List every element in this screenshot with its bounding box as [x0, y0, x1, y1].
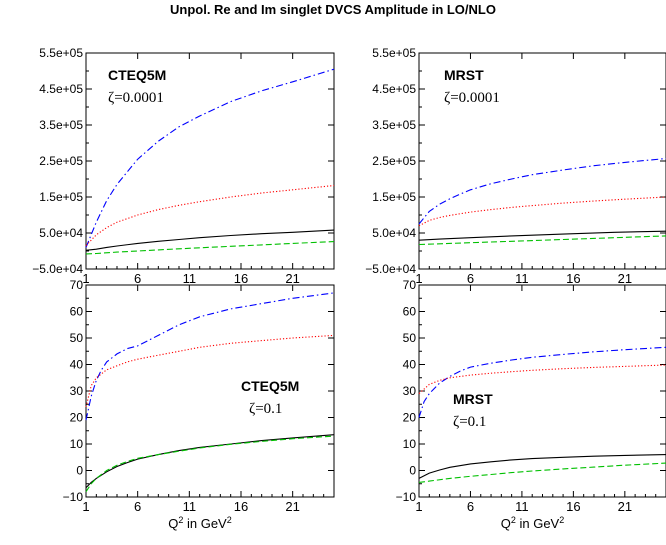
y-tick-label: 1.5e+05	[39, 190, 83, 204]
y-tick-label: 5.0e+04	[39, 226, 83, 240]
y-tick-label: 40	[70, 358, 84, 372]
y-tick-label: 0	[76, 464, 83, 478]
x-axis-label: Q2 in GeV2	[168, 515, 232, 531]
x-tick-label: 6	[467, 499, 474, 514]
y-tick-label: 5.5e+05	[39, 46, 83, 60]
y-tick-label: 10	[403, 437, 417, 451]
x-tick-label: 1	[82, 499, 89, 514]
y-tick-label: 0	[409, 464, 416, 478]
series-line-green	[418, 235, 666, 246]
x-tick-label: 6	[467, 271, 474, 286]
x-tick-label: 16	[566, 499, 580, 514]
y-tick-label: 2.5e+05	[39, 154, 83, 168]
y-tick-label: 1.5e+05	[372, 190, 416, 204]
x-tick-label: 16	[234, 271, 248, 286]
x-tick-label: 21	[618, 499, 632, 514]
y-tick-label: 20	[70, 411, 84, 425]
zeta-label: ζ=0.0001	[108, 90, 164, 106]
y-tick-label: 3.5e+05	[372, 118, 416, 132]
x-tick-label: 1	[415, 271, 422, 286]
series-line-black	[418, 454, 666, 479]
x-tick-label: 11	[183, 499, 197, 514]
figure-title: Unpol. Re and Im singlet DVCS Amplitude …	[170, 2, 496, 17]
series-line-blue	[418, 346, 666, 418]
series-line-black	[85, 229, 335, 251]
pdf-label: MRST	[453, 391, 493, 407]
zeta-label: ζ=0.0001	[444, 90, 500, 106]
chart-panel-top-left: −5.0e+04 5.0e+04 1.5e+05 2.5e+05 3.5e+05 4.5e…	[32, 46, 335, 286]
x-tick-label: 21	[285, 499, 299, 514]
x-tick-label: 1	[82, 271, 89, 286]
y-tick-label: 10	[70, 437, 84, 451]
y-tick-label: 3.5e+05	[39, 118, 83, 132]
x-tick-label: 16	[566, 271, 580, 286]
x-tick-label: 21	[285, 271, 299, 286]
series-line-red	[418, 364, 666, 395]
y-tick-label: 60	[70, 305, 84, 319]
y-tick-label: 30	[70, 384, 84, 398]
pdf-label: CTEQ5M	[108, 67, 166, 83]
series-line-black	[85, 434, 335, 489]
x-tick-label: 11	[183, 271, 197, 286]
series-line-blue	[85, 292, 335, 421]
y-tick-label: 5.0e+04	[372, 226, 416, 240]
x-tick-label: 11	[515, 499, 529, 514]
x-tick-label: 1	[415, 499, 422, 514]
x-tick-label: 16	[234, 499, 248, 514]
series-line-red	[85, 334, 335, 408]
y-tick-label: 30	[403, 384, 417, 398]
series-line-green	[418, 462, 666, 483]
y-tick-label: 70	[70, 278, 84, 292]
y-tick-label: −5.0e+04	[365, 262, 416, 276]
series-line-black	[418, 230, 666, 241]
series-line-blue	[85, 68, 335, 248]
y-tick-label: 4.5e+05	[39, 82, 83, 96]
y-tick-label: 5.5e+05	[372, 46, 416, 60]
y-tick-label: 50	[70, 331, 84, 345]
y-tick-label: −10	[63, 490, 84, 504]
y-tick-label: 2.5e+05	[372, 154, 416, 168]
x-tick-label: 21	[618, 271, 632, 286]
series-line-blue	[418, 157, 666, 225]
y-tick-label: 60	[403, 305, 417, 319]
series-line-green	[85, 241, 335, 255]
x-tick-label: 6	[134, 271, 141, 286]
pdf-label: MRST	[444, 67, 484, 83]
y-tick-label: 70	[403, 278, 417, 292]
zeta-label: ζ=0.1	[453, 414, 486, 430]
series-line-green	[85, 435, 335, 493]
plot-frame	[418, 52, 666, 270]
y-tick-label: 4.5e+05	[372, 82, 416, 96]
x-tick-label: 11	[515, 271, 529, 286]
x-axis-label: Q2 in GeV2	[501, 515, 565, 531]
y-tick-label: 40	[403, 358, 417, 372]
series-line-red	[418, 196, 666, 227]
zeta-label: ζ=0.1	[249, 401, 282, 417]
y-tick-label: −5.0e+04	[32, 262, 83, 276]
pdf-label: CTEQ5M	[241, 378, 299, 394]
y-tick-label: −10	[396, 490, 417, 504]
y-tick-label: 50	[403, 331, 417, 345]
y-tick-label: 20	[403, 411, 417, 425]
chart-panel-top-right: −5.0e+04 5.0e+04 1.5e+05 2.5e+05 3.5e+05 4.5e…	[365, 46, 666, 286]
x-tick-label: 6	[134, 499, 141, 514]
